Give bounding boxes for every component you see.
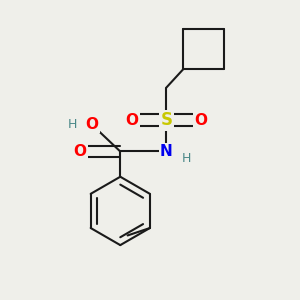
- Text: H: H: [68, 118, 77, 131]
- Text: S: S: [160, 111, 172, 129]
- Text: N: N: [160, 144, 173, 159]
- Text: O: O: [85, 117, 98, 132]
- Text: O: O: [74, 144, 87, 159]
- Text: O: O: [194, 113, 207, 128]
- Text: O: O: [126, 113, 139, 128]
- Text: H: H: [182, 152, 191, 164]
